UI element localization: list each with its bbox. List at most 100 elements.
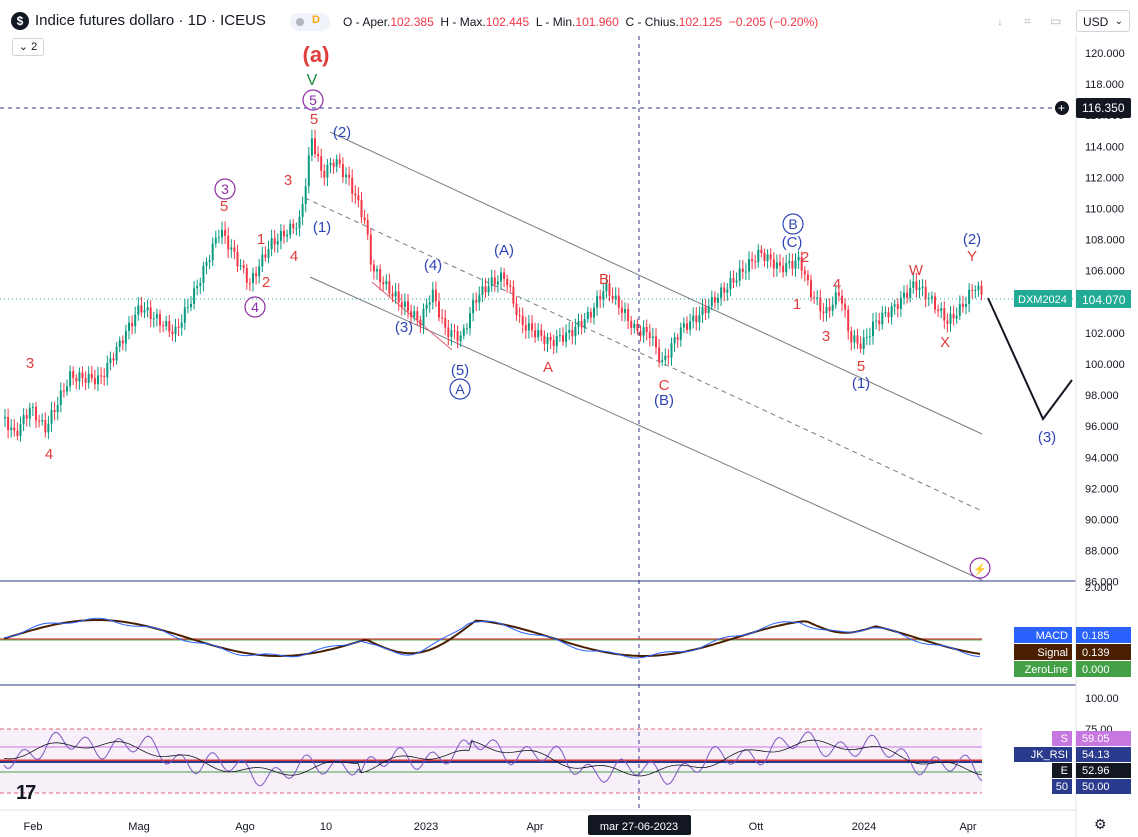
candle-body [565,332,568,342]
candle-body [183,307,186,323]
candle-body [7,416,10,431]
candle-body [509,285,512,287]
candle-body [174,326,177,335]
time-axis-label: 10 [320,821,332,833]
open-value: 102.385 [390,15,434,29]
candle-body [710,297,713,307]
add-alert-button[interactable] [1055,101,1069,115]
candle-body [354,193,357,196]
arrow-down-icon[interactable]: ↓ [997,14,1003,28]
wave-label-blue: (1) [313,219,331,236]
settings-icon[interactable]: ⚙ [1094,816,1107,832]
candle-body [924,286,927,300]
candle-body [912,281,915,288]
macd-legend-name: Signal [1037,647,1068,659]
price-tick-label: 92.000 [1085,483,1119,495]
candle-body [735,280,738,283]
fullscreen-icon[interactable]: ▭ [1050,14,1062,28]
price-tick-label: 102.000 [1085,328,1125,340]
candle-body [400,302,403,307]
candle-body [199,282,202,286]
candle-body [50,410,53,424]
rsi-value: 52.96 [1082,765,1110,777]
candle-body [273,238,276,245]
price-tick-label: 86.000 [1085,577,1119,589]
market-status[interactable]: D [290,13,330,31]
macd-legend-name: MACD [1036,630,1068,642]
wave-label-red: 4 [833,276,841,293]
candle-body [806,274,809,281]
wave-label-circled: A [455,381,465,397]
candle-body [279,230,282,242]
collapse-indicators-button[interactable]: ⌄ 2 [12,38,44,56]
candle-body [831,304,834,311]
candle-body [763,252,766,262]
tree-icon[interactable]: ⌗ [1024,14,1031,28]
candle-body [899,297,902,309]
candle-body [819,297,822,312]
candle-body [934,296,936,310]
candle-body [41,419,44,422]
candle-body [140,305,143,313]
wave-label-blue: (C) [782,234,803,251]
candle-body [360,200,363,218]
candle-body [196,285,199,289]
candle-body [965,304,967,307]
chevron-down-icon: ⌄ [18,41,29,53]
candle-body [357,195,360,201]
candle-body [593,307,595,318]
candle-body [317,153,320,157]
candle-body [757,249,760,263]
last-price-value: 104.070 [1082,293,1126,307]
candle-body [397,291,400,303]
candle-body [651,336,654,339]
candle-body [816,297,819,299]
symbol-title[interactable]: Indice futures dollaro · 1D · ICEUS [35,12,266,29]
change-value: −0.205 (−0.20%) [728,15,819,29]
flash-icon[interactable] [969,557,991,579]
candle-body [202,266,205,283]
currency-value: USD [1083,15,1109,29]
candle-body [707,306,710,314]
candle-body [283,230,285,237]
price-tick-label: 100.000 [1085,359,1125,371]
candle-body [679,327,682,340]
wave-label-blue: (B) [654,392,674,409]
candle-body [775,262,778,269]
candle-body [186,307,189,309]
candle-body [500,272,502,282]
candle-body [31,406,34,408]
candle-body [382,282,385,285]
candle-body [81,372,84,379]
wave-label-circled: 4 [251,299,259,315]
candle-body [676,337,679,340]
candle-body [416,311,419,320]
price-tick-label: 112.000 [1085,172,1124,184]
time-axis-label: 2024 [852,821,876,833]
candle-body [686,323,688,330]
candle-body [887,312,890,318]
candle-body [921,286,924,288]
delayed-data-badge[interactable]: D [312,14,320,26]
wave-label-red: C [659,377,670,394]
rsi-value: 59.05 [1082,733,1110,745]
candle-body [512,286,515,304]
currency-select[interactable]: USD ⌄ [1076,10,1130,32]
candle-body [97,375,99,385]
candle-body [645,327,648,333]
candle-body [484,286,487,293]
candle-body [13,427,16,431]
low-value: 101.960 [575,15,619,29]
tradingview-logo[interactable]: 17 [16,782,36,804]
symbol-tag-label: DXM2024 [1018,294,1067,306]
wave-label-red: 4 [45,446,53,463]
rsi-value-tag [1076,763,1131,778]
candle-body [481,286,484,295]
price-tick-label: 110.000 [1085,204,1124,216]
candle-body [410,311,413,318]
rsi-legend-tag [1052,731,1072,746]
candle-body [620,307,623,313]
candle-body [289,223,292,235]
candle-body [162,325,165,327]
